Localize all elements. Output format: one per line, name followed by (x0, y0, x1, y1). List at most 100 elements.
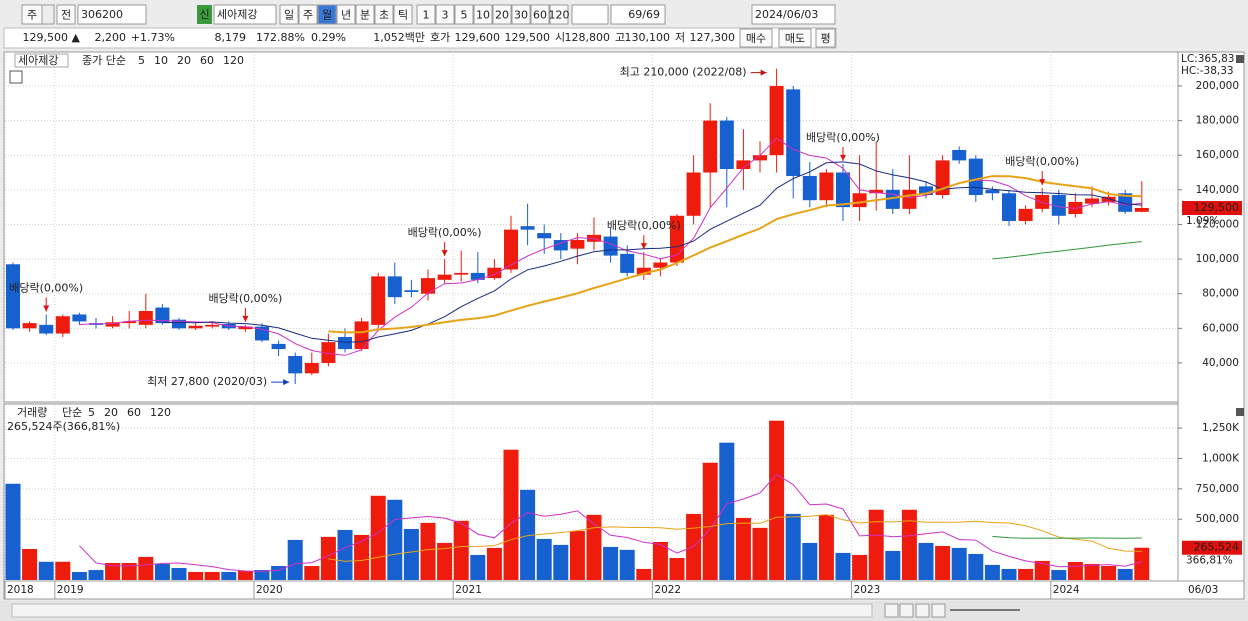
period-button-box[interactable] (374, 4, 394, 25)
candle-body (288, 356, 303, 374)
period-button-box[interactable] (393, 4, 413, 25)
x-tick-label: 2021 (455, 584, 482, 596)
dividend-label: 배당락(0,00%) (806, 131, 880, 144)
volume-bar (204, 571, 220, 580)
candle-body (537, 233, 552, 239)
quote-value: 128,800 (565, 31, 611, 44)
legend-ma-period: 5 (88, 406, 95, 419)
interval-button: 1 (423, 9, 430, 22)
volume-bar (785, 513, 801, 580)
x-tick-label: 2024 (1053, 584, 1080, 596)
period-button-box[interactable] (317, 4, 337, 25)
arrow-head (43, 305, 50, 312)
candle-body (271, 343, 286, 350)
scroll-track[interactable] (11, 603, 873, 618)
candle-body (470, 272, 485, 280)
volume-bar (569, 530, 585, 580)
arrow-head (840, 154, 846, 161)
candle-body (172, 319, 186, 329)
interval-button-box[interactable] (454, 4, 474, 25)
period-button: 초 (379, 9, 389, 22)
volume-bar (453, 520, 469, 580)
nav-button[interactable] (915, 603, 930, 618)
interval-button-box[interactable] (492, 4, 512, 25)
candle-body (1051, 195, 1066, 216)
calc-icon[interactable] (9, 70, 23, 84)
volume-bar (619, 549, 635, 580)
interval-button-box[interactable] (435, 4, 455, 25)
dividend-label: 배당락(0,00%) (9, 281, 83, 294)
candle-body (404, 290, 419, 292)
interval-button-box[interactable] (511, 4, 531, 25)
dropdown[interactable] (41, 4, 55, 25)
sell-button-box[interactable] (778, 28, 812, 48)
price-tag (1182, 200, 1242, 215)
toolbar-button: 전 (61, 9, 71, 22)
period-button-box[interactable] (279, 4, 299, 25)
nav-button[interactable] (931, 603, 946, 618)
volume-bar (520, 489, 536, 580)
y-tick-label: 200,000 (1196, 80, 1239, 92)
candle-body (6, 264, 20, 329)
candle-body (753, 155, 767, 161)
volume-bar (951, 547, 967, 580)
buy-button-box[interactable] (739, 28, 773, 48)
volume-bar (918, 542, 934, 580)
candle-body (371, 276, 386, 325)
interval-button-box[interactable] (473, 4, 493, 25)
quote-value: 172.88% (256, 31, 305, 44)
period-button-box[interactable] (355, 4, 375, 25)
interval-button-box[interactable] (530, 4, 550, 25)
period-button-box[interactable] (336, 4, 356, 25)
interval-button-box[interactable] (416, 4, 436, 25)
candle-body (736, 160, 751, 170)
volume-bar (71, 571, 87, 580)
avg-button-box[interactable] (815, 28, 836, 48)
y-tick-label: 40,000 (1202, 357, 1239, 369)
interval-button: 120 (549, 9, 570, 22)
candle-body (504, 229, 518, 270)
code-input[interactable] (77, 4, 147, 25)
volume-bar (171, 567, 187, 580)
date-input[interactable] (751, 4, 836, 25)
period-button: 일 (284, 8, 294, 22)
ma-line (328, 514, 1142, 562)
volume-bar (403, 528, 419, 580)
period-button-box[interactable] (298, 4, 318, 25)
nav-button[interactable] (884, 603, 899, 618)
arrow-head (640, 243, 647, 250)
candle-body (188, 325, 203, 329)
toolbar-button-box[interactable] (56, 4, 76, 25)
legend-ma-period: 5 (138, 54, 145, 67)
dropdown[interactable] (571, 4, 609, 25)
x-tick-label: 2023 (854, 584, 881, 596)
name-input[interactable] (213, 4, 277, 25)
candle-body (454, 272, 469, 275)
volume-bar (553, 544, 569, 580)
candle-body (1101, 196, 1116, 202)
candle-body (636, 267, 651, 275)
x-tick-label: 2019 (57, 584, 84, 596)
ma-line (162, 161, 1142, 343)
ma-line (79, 473, 1142, 572)
pane-close[interactable] (1236, 408, 1244, 416)
pane-close[interactable] (1236, 55, 1244, 63)
nav-button[interactable] (899, 603, 914, 618)
volume-tag-pct: 366,81% (1186, 555, 1233, 567)
volume-bar (1034, 560, 1050, 580)
candle-body (786, 89, 801, 176)
candle-body (437, 274, 452, 280)
toolbar-button: 주 (27, 9, 37, 22)
y-tick-label: 120,000 (1196, 218, 1239, 230)
interval-button: 20 (495, 9, 509, 22)
interval-button-box[interactable] (549, 4, 569, 25)
legend-ma-period: 20 (177, 54, 191, 67)
y-axis-area (1177, 51, 1245, 582)
candle-body (1134, 207, 1149, 212)
volume-bar (304, 566, 320, 580)
quote-value: 129,600 (455, 31, 501, 44)
ma-line (328, 175, 1142, 334)
arrow-head (1039, 179, 1046, 186)
volume-bar (237, 571, 253, 580)
candle-body (869, 189, 884, 194)
